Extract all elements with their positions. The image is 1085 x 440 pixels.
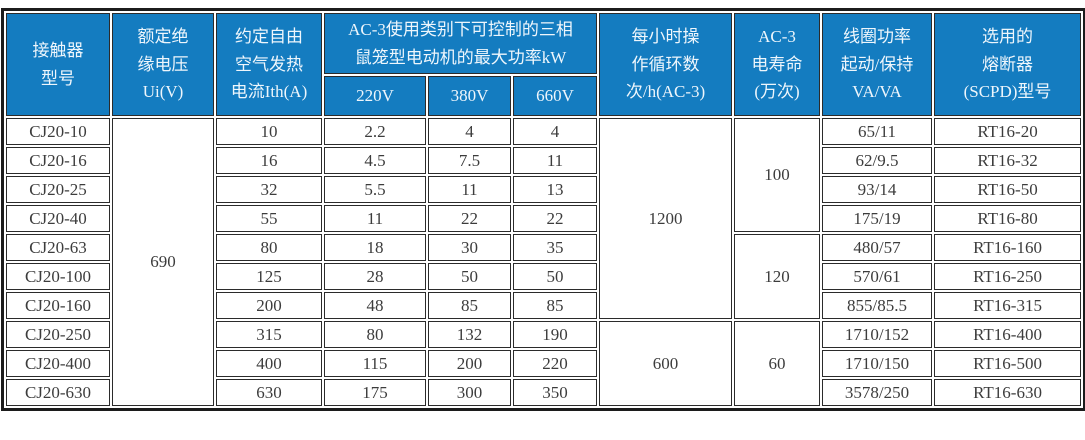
table-row: CJ20-400 400 115 200 220 1710/150 RT16-5… (6, 350, 1082, 378)
cell-ith: 55 (216, 205, 322, 233)
cell-rated-insulation-voltage: 690 (112, 118, 214, 407)
col-header-380v: 380V (428, 76, 511, 117)
cell-model: CJ20-16 (6, 147, 110, 175)
cell-model: CJ20-630 (6, 379, 110, 407)
cell-coil-power: 570/61 (822, 263, 933, 291)
cell-model: CJ20-100 (6, 263, 110, 291)
cell-kw380: 11 (428, 176, 511, 204)
cell-ith: 315 (216, 321, 322, 349)
cell-ith: 200 (216, 292, 322, 320)
cell-model: CJ20-400 (6, 350, 110, 378)
cell-model: CJ20-250 (6, 321, 110, 349)
cell-ith: 32 (216, 176, 322, 204)
cell-fuse-model: RT16-20 (934, 118, 1082, 146)
table-row: CJ20-25 32 5.5 11 13 93/14 RT16-50 (6, 176, 1082, 204)
cell-kw660: 220 (513, 350, 598, 378)
cell-coil-power: 480/57 (822, 234, 933, 262)
cell-kw660: 190 (513, 321, 598, 349)
cell-fuse-model: RT16-50 (934, 176, 1082, 204)
cell-kw660: 35 (513, 234, 598, 262)
cell-ith: 630 (216, 379, 322, 407)
cell-electrical-life: 100 (734, 118, 821, 233)
table-row: CJ20-40 55 11 22 22 175/19 RT16-80 (6, 205, 1082, 233)
col-header-ac3-max-motor-power-group: AC-3使用类别下可控制的三相 鼠笼型电动机的最大功率kW (324, 13, 598, 75)
cell-kw220: 2.2 (324, 118, 426, 146)
cell-cycles-per-hour: 600 (599, 321, 733, 407)
table-row: CJ20-10 690 10 2.2 4 4 1200 100 65/11 RT… (6, 118, 1082, 407)
cell-kw380: 200 (428, 350, 511, 378)
cell-fuse-model: RT16-630 (934, 379, 1082, 407)
cell-fuse-model: RT16-400 (934, 321, 1082, 349)
cell-coil-power: 855/85.5 (822, 292, 933, 320)
cell-kw220: 115 (324, 350, 426, 378)
col-header-coil-power: 线圈功率 起动/保持 VA/VA (822, 13, 933, 117)
cell-kw220: 5.5 (324, 176, 426, 204)
cell-kw660: 350 (513, 379, 598, 407)
table-row: CJ20-250 315 80 132 190 600 60 1710/152 … (6, 321, 1082, 407)
cell-coil-power: 62/9.5 (822, 147, 933, 175)
cell-coil-power: 175/19 (822, 205, 933, 233)
cell-kw380: 22 (428, 205, 511, 233)
cell-model: CJ20-160 (6, 292, 110, 320)
cell-coil-power: 3578/250 (822, 379, 933, 407)
table-row: CJ20-63 80 18 30 35 120 480/57 RT16-160 (6, 234, 1082, 320)
contactor-spec-table: 接触器 型号 额定绝 缘电压 Ui(V) 约定自由 空气发热 电流Ith(A) … (1, 8, 1085, 412)
cell-kw220: 18 (324, 234, 426, 262)
cell-kw220: 48 (324, 292, 426, 320)
table-row: CJ20-160 200 48 85 85 855/85.5 RT16-315 (6, 292, 1082, 320)
cell-kw660: 11 (513, 147, 598, 175)
cell-kw220: 28 (324, 263, 426, 291)
cell-kw220: 11 (324, 205, 426, 233)
cell-model: CJ20-63 (6, 234, 110, 262)
col-header-fuse-scpd-model: 选用的 熔断器 (SCPD)型号 (934, 13, 1082, 117)
cell-ith: 400 (216, 350, 322, 378)
col-header-rated-insulation-voltage: 额定绝 缘电压 Ui(V) (112, 13, 214, 117)
cell-ith: 10 (216, 118, 322, 146)
cell-kw380: 50 (428, 263, 511, 291)
cell-ith: 125 (216, 263, 322, 291)
col-header-free-air-thermal-current: 约定自由 空气发热 电流Ith(A) (216, 13, 322, 117)
cell-fuse-model: RT16-315 (934, 292, 1082, 320)
cell-kw660: 50 (513, 263, 598, 291)
cell-fuse-model: RT16-250 (934, 263, 1082, 291)
cell-coil-power: 65/11 (822, 118, 933, 146)
cell-kw660: 13 (513, 176, 598, 204)
col-header-220v: 220V (324, 76, 426, 117)
cell-ith: 80 (216, 234, 322, 262)
cell-kw380: 300 (428, 379, 511, 407)
table-row: CJ20-630 630 175 300 350 3578/250 RT16-6… (6, 379, 1082, 407)
table-row: CJ20-100 125 28 50 50 570/61 RT16-250 (6, 263, 1082, 291)
cell-electrical-life: 120 (734, 234, 821, 320)
cell-kw660: 4 (513, 118, 598, 146)
cell-kw380: 4 (428, 118, 511, 146)
cell-fuse-model: RT16-500 (934, 350, 1082, 378)
cell-cycles-per-hour: 1200 (599, 118, 733, 320)
cell-coil-power: 1710/152 (822, 321, 933, 349)
cell-kw380: 85 (428, 292, 511, 320)
cell-fuse-model: RT16-80 (934, 205, 1082, 233)
cell-model: CJ20-40 (6, 205, 110, 233)
cell-model: CJ20-10 (6, 118, 110, 146)
cell-coil-power: 1710/150 (822, 350, 933, 378)
col-header-model: 接触器 型号 (6, 13, 110, 117)
col-header-ac3-electrical-life: AC-3 电寿命 (万次) (734, 13, 821, 117)
cell-kw380: 30 (428, 234, 511, 262)
cell-kw220: 175 (324, 379, 426, 407)
col-header-operating-cycles-per-hour: 每小时操 作循环数 次/h(AC-3) (599, 13, 733, 117)
cell-electrical-life: 60 (734, 321, 821, 407)
cell-kw660: 22 (513, 205, 598, 233)
table-row: CJ20-16 16 4.5 7.5 11 62/9.5 RT16-32 (6, 147, 1082, 175)
cell-kw220: 80 (324, 321, 426, 349)
cell-kw220: 4.5 (324, 147, 426, 175)
cell-fuse-model: RT16-160 (934, 234, 1082, 262)
cell-coil-power: 93/14 (822, 176, 933, 204)
cell-ith: 16 (216, 147, 322, 175)
cell-fuse-model: RT16-32 (934, 147, 1082, 175)
cell-kw380: 7.5 (428, 147, 511, 175)
cell-model: CJ20-25 (6, 176, 110, 204)
cell-kw660: 85 (513, 292, 598, 320)
cell-kw380: 132 (428, 321, 511, 349)
col-header-660v: 660V (513, 76, 598, 117)
